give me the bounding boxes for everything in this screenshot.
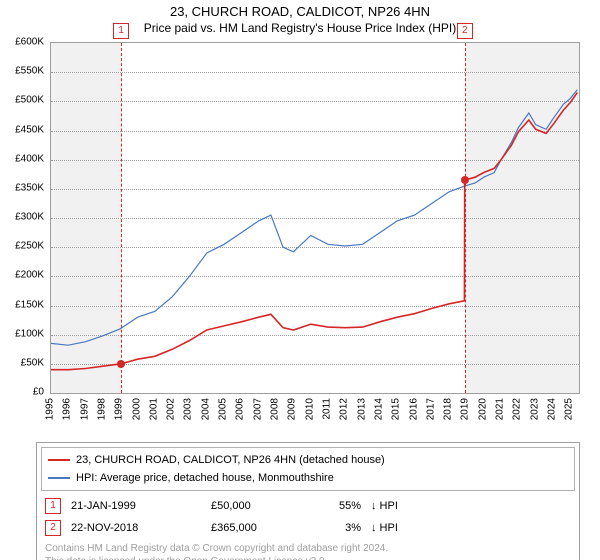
transaction-row: 2 22-NOV-2018 £365,000 3% ↓ HPI (37, 517, 579, 539)
series-hpi (51, 90, 577, 346)
y-tick-label: £50K (21, 357, 44, 368)
x-tick-label: 2012 (339, 398, 350, 420)
y-tick-label: £450K (15, 124, 44, 135)
x-tick-label: 2018 (443, 398, 454, 420)
marker-dot-2 (461, 176, 469, 184)
x-tick-label: 2006 (235, 398, 246, 420)
x-tick-label: 2005 (218, 398, 229, 420)
x-tick-label: 2011 (321, 398, 332, 420)
x-tick-label: 2010 (304, 398, 315, 420)
marker-line-1 (121, 43, 122, 393)
y-tick-label: £150K (15, 299, 44, 310)
y-tick-label: £500K (15, 95, 44, 106)
x-tick-label: 2000 (131, 398, 142, 420)
legend-swatch (48, 459, 70, 461)
legend-label: HPI: Average price, detached house, Monm… (76, 470, 334, 486)
marker-badge-2: 2 (457, 23, 473, 39)
y-axis-labels: £0£50K£100K£150K£200K£250K£300K£350K£400… (0, 42, 48, 394)
tx-badge: 1 (45, 498, 61, 514)
x-tick-label: 2017 (425, 398, 436, 420)
x-tick-label: 2023 (529, 398, 540, 420)
x-tick-label: 2025 (564, 398, 575, 420)
marker-line-2 (465, 43, 466, 393)
x-tick-label: 2021 (495, 398, 506, 420)
chart-area: 12 (50, 42, 580, 394)
chart-svg (51, 43, 579, 393)
series-price_paid (51, 93, 577, 370)
tx-date: 22-NOV-2018 (71, 522, 201, 534)
x-tick-label: 2019 (460, 398, 471, 420)
tx-date: 21-JAN-1999 (71, 500, 201, 512)
legend-row: HPI: Average price, detached house, Monm… (48, 469, 568, 487)
legend-row: 23, CHURCH ROAD, CALDICOT, NP26 4HN (det… (48, 451, 568, 469)
title-line2: Price paid vs. HM Land Registry's House … (0, 21, 600, 35)
x-tick-label: 2020 (477, 398, 488, 420)
info-panel: 23, CHURCH ROAD, CALDICOT, NP26 4HN (det… (36, 442, 580, 560)
tx-pct: 55% (311, 500, 361, 512)
license-line1: Contains HM Land Registry data © Crown c… (45, 542, 571, 555)
x-tick-label: 2001 (148, 398, 159, 420)
y-tick-label: £0 (33, 387, 44, 398)
y-tick-label: £200K (15, 270, 44, 281)
tx-pct: 3% (311, 522, 361, 534)
x-tick-label: 2024 (547, 398, 558, 420)
tx-price: £365,000 (211, 522, 301, 534)
x-tick-label: 2004 (200, 398, 211, 420)
marker-badge-1: 1 (113, 23, 129, 39)
x-tick-label: 2002 (166, 398, 177, 420)
y-tick-label: £100K (15, 328, 44, 339)
y-tick-label: £400K (15, 153, 44, 164)
y-tick-label: £350K (15, 182, 44, 193)
legend-swatch (48, 477, 70, 479)
x-tick-label: 2016 (408, 398, 419, 420)
x-tick-label: 1999 (114, 398, 125, 420)
y-tick-label: £600K (15, 37, 44, 48)
page-root: 23, CHURCH ROAD, CALDICOT, NP26 4HN Pric… (0, 0, 600, 560)
title-block: 23, CHURCH ROAD, CALDICOT, NP26 4HN Pric… (0, 0, 600, 35)
x-tick-label: 2009 (287, 398, 298, 420)
license-text: Contains HM Land Registry data © Crown c… (37, 539, 579, 560)
y-tick-label: £300K (15, 212, 44, 223)
x-tick-label: 1997 (79, 398, 90, 420)
marker-dot-1 (117, 360, 125, 368)
x-tick-label: 2015 (391, 398, 402, 420)
x-tick-label: 1996 (62, 398, 73, 420)
transactions: 1 21-JAN-1999 £50,000 55% ↓ HPI 2 22-NOV-2018 £… (37, 495, 579, 539)
x-tick-label: 1995 (45, 398, 56, 420)
x-axis-labels: 1995199619971998199920002001200220032004… (50, 395, 580, 441)
x-tick-label: 2008 (270, 398, 281, 420)
y-tick-label: £250K (15, 241, 44, 252)
x-tick-label: 2022 (512, 398, 523, 420)
x-tick-label: 2014 (373, 398, 384, 420)
tx-direction: ↓ HPI (371, 522, 421, 534)
tx-badge: 2 (45, 520, 61, 536)
x-tick-label: 2003 (183, 398, 194, 420)
license-line2: This data is licensed under the Open Gov… (45, 555, 571, 560)
transaction-row: 1 21-JAN-1999 £50,000 55% ↓ HPI (37, 495, 579, 517)
title-line1: 23, CHURCH ROAD, CALDICOT, NP26 4HN (0, 4, 600, 19)
y-tick-label: £550K (15, 66, 44, 77)
x-tick-label: 2007 (252, 398, 263, 420)
x-tick-label: 2013 (356, 398, 367, 420)
tx-direction: ↓ HPI (371, 500, 421, 512)
legend-label: 23, CHURCH ROAD, CALDICOT, NP26 4HN (det… (76, 452, 385, 468)
x-tick-label: 1998 (96, 398, 107, 420)
legend-box: 23, CHURCH ROAD, CALDICOT, NP26 4HN (det… (41, 447, 575, 491)
tx-price: £50,000 (211, 500, 301, 512)
